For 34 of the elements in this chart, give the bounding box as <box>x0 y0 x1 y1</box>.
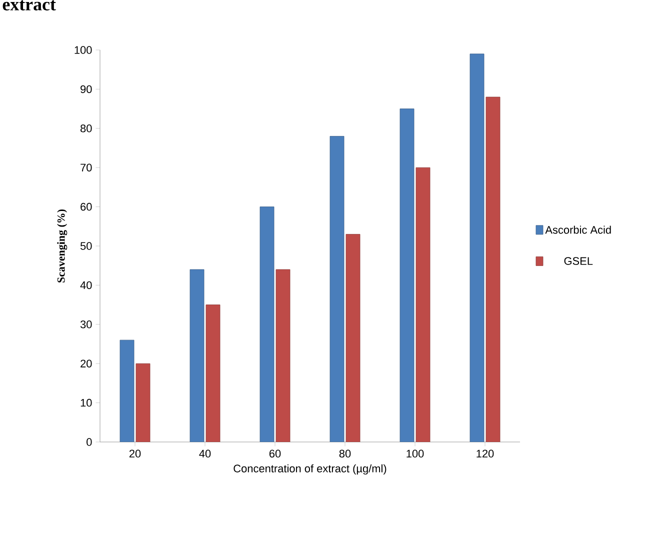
y-tick-label: 60 <box>80 202 92 211</box>
x-tick-label: 120 <box>476 450 494 458</box>
bar <box>416 167 430 442</box>
y-tick-label: 90 <box>80 85 92 94</box>
x-tick-label: 80 <box>339 450 351 458</box>
bar <box>400 108 414 442</box>
y-tick-label: 20 <box>80 360 92 368</box>
x-tick-label: 100 <box>406 450 424 458</box>
bar <box>470 54 484 442</box>
y-tick-label: 80 <box>80 124 92 132</box>
text: extract <box>2 0 56 10</box>
y-tick-label: 70 <box>80 164 92 172</box>
y-axis-title: Scavenging (%) <box>57 209 68 282</box>
bar <box>346 234 360 442</box>
bar <box>330 136 344 442</box>
bar <box>260 206 274 442</box>
y-tick-label: 0 <box>86 438 92 446</box>
y-tick-label: 50 <box>80 242 92 250</box>
bar <box>120 340 134 442</box>
x-tick-label: 20 <box>129 450 141 458</box>
bar <box>206 304 220 442</box>
y-tick-label: 30 <box>80 320 92 328</box>
bar <box>276 269 290 442</box>
x-tick-label: 40 <box>199 450 211 458</box>
x-axis-title: Concentration of extract (µg/ml) <box>234 464 386 475</box>
x-tick-label: 60 <box>269 450 281 458</box>
bar <box>190 269 204 442</box>
y-tick-label: 100 <box>74 46 92 54</box>
legend-label: GSEL <box>564 257 593 265</box>
legend-label: Ascorbic Acid <box>545 226 611 234</box>
y-tick-label: 10 <box>80 398 92 407</box>
y-tick-label: 40 <box>80 281 92 290</box>
bar <box>486 96 500 442</box>
bar <box>136 363 150 442</box>
